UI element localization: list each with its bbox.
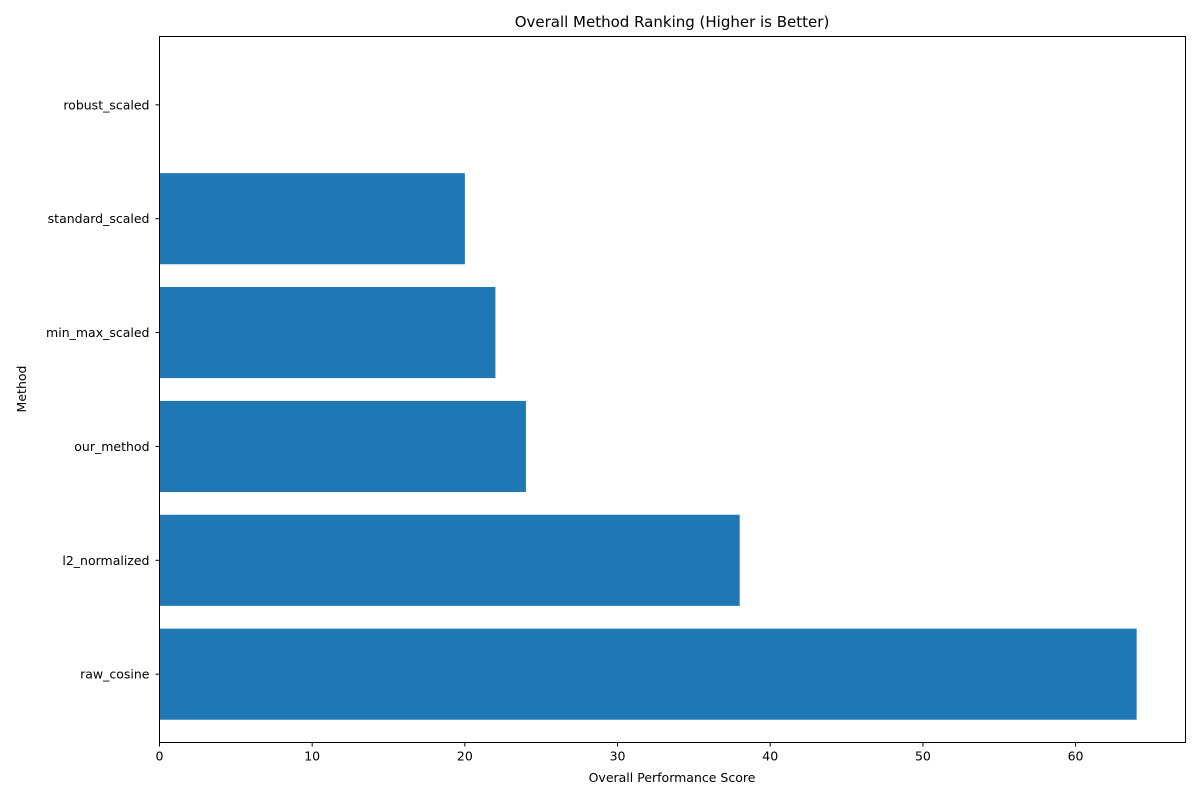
bar-min_max_scaled [159,287,496,379]
x-tick-label: 0 [156,749,164,764]
x-axis-label: Overall Performance Score [589,770,756,785]
bars [159,173,1137,720]
bar-l2_normalized [159,514,740,606]
y-tick-label: l2_normalized [62,553,149,568]
x-tick-label: 40 [762,749,778,764]
y-tick-label: raw_cosine [80,667,150,682]
bar-our_method [159,400,526,492]
x-tick-label: 20 [457,749,473,764]
plot-frame [159,36,1186,743]
x-tick-label: 10 [304,749,320,764]
y-tick-label: robust_scaled [63,97,149,112]
bar-raw_cosine [159,628,1137,720]
x-axis-ticks: 0 10 20 30 40 50 60 [156,742,1084,764]
y-tick-label: min_max_scaled [46,325,149,340]
y-axis-label: Method [14,366,29,413]
x-tick-label: 30 [610,749,626,764]
x-tick-label: 60 [1068,749,1084,764]
y-tick-label: standard_scaled [48,211,150,226]
bar-standard_scaled [159,173,465,265]
y-axis-ticks: raw_cosine l2_normalized our_method min_max… [46,97,160,682]
y-tick-label: our_method [74,439,149,454]
x-tick-label: 50 [915,749,931,764]
chart-title: Overall Method Ranking (Higher is Better… [515,13,830,31]
